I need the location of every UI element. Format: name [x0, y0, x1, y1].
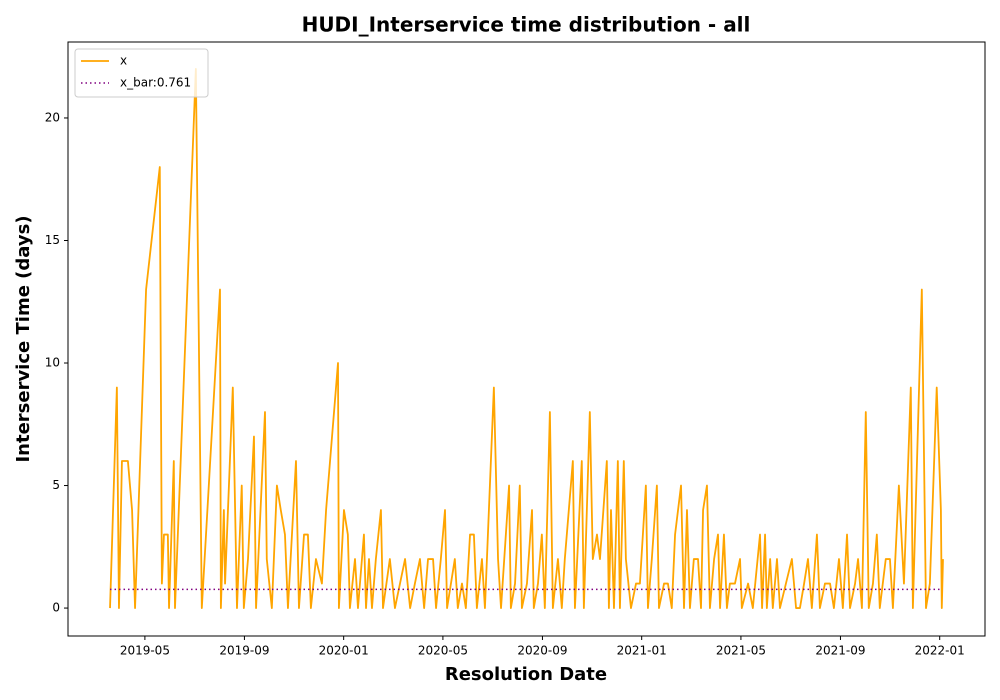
x-tick-label: 2020-01 — [319, 644, 369, 658]
x-tick-label: 2019-09 — [219, 644, 269, 658]
x-tick-label: 2020-05 — [418, 644, 468, 658]
y-axis-label: Interservice Time (days) — [13, 215, 34, 462]
y-tick-label: 0 — [52, 601, 60, 615]
legend-label: x — [120, 54, 127, 68]
x-tick-label: 2020-09 — [517, 644, 567, 658]
x-axis-label: Resolution Date — [445, 664, 607, 685]
x-tick-label: 2021-05 — [716, 644, 766, 658]
legend-box — [74, 48, 209, 98]
y-tick-label: 15 — [45, 233, 60, 247]
plot-frame — [67, 41, 986, 637]
x-tick-label: 2021-01 — [617, 644, 667, 658]
y-tick-label: 20 — [45, 110, 60, 124]
y-tick-label: 10 — [45, 356, 60, 370]
x-tick-label: 2021-09 — [815, 644, 865, 658]
chart-title: HUDI_Interservice time distribution - al… — [302, 13, 751, 37]
x-tick-label: 2022-01 — [915, 644, 965, 658]
legend: x x_bar:0.761 — [74, 48, 209, 98]
line-series — [109, 68, 944, 609]
y-tick-label: 5 — [52, 478, 60, 492]
legend-label: x_bar:0.761 — [120, 76, 191, 90]
x-tick-label: 2019-05 — [120, 644, 170, 658]
